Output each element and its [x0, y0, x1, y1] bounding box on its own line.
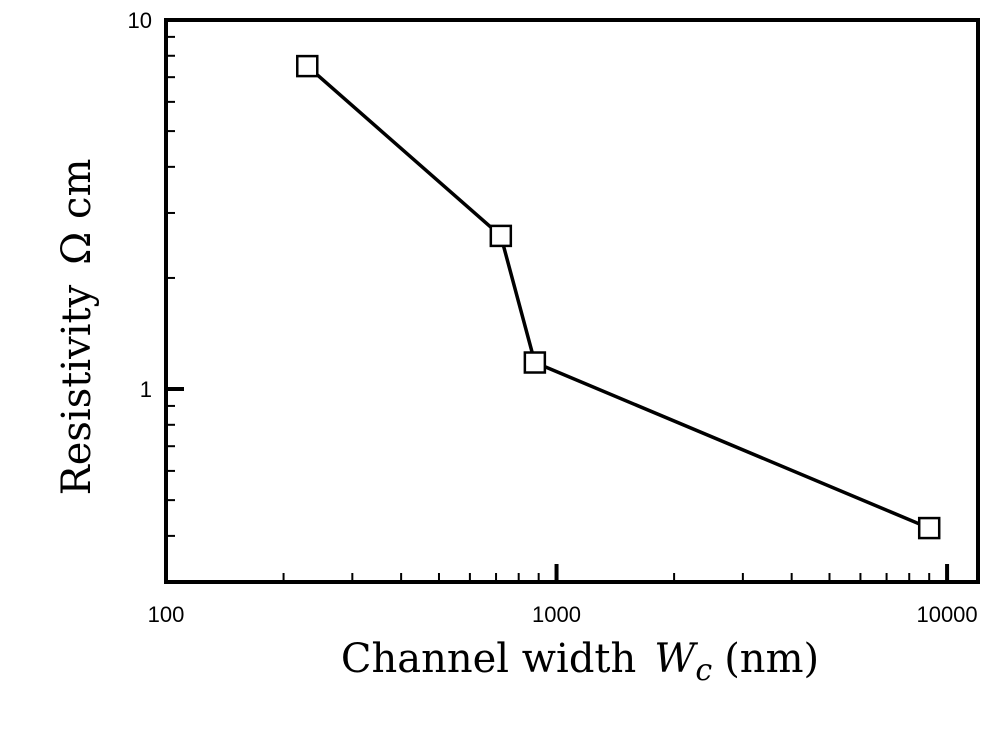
data-point-marker [523, 351, 547, 374]
y-tick-label: 10 [128, 8, 152, 33]
y-axis-title-unit: Ω cm [54, 159, 100, 265]
y-tick-label: 1 [140, 377, 152, 402]
x-axis-title-prefix: Channel width [341, 636, 636, 682]
minor-ticks [166, 35, 931, 583]
x-axis-title-subscript: c [695, 653, 712, 688]
x-axis-title-variable: W [654, 636, 698, 682]
data-point-marker [917, 516, 941, 540]
x-axis-title-unit: (nm) [724, 636, 819, 682]
x-tick-label: 10000 [916, 602, 977, 627]
x-tick-label: 1000 [532, 602, 581, 627]
series-line [306, 64, 930, 530]
tick-labels: 100 1000 10000 1 10 [128, 8, 978, 627]
y-axis-title: Resistivity Ω cm [54, 159, 100, 496]
plot-frame [164, 18, 980, 584]
data-point-marker [296, 54, 319, 78]
y-axis-title-text: Resistivity [54, 284, 100, 495]
x-tick-label: 100 [148, 602, 185, 627]
data-markers [296, 54, 941, 540]
major-ticks [166, 387, 950, 582]
x-axis-title: Channel width Wc (nm) [341, 636, 819, 688]
data-point-marker [489, 224, 513, 248]
